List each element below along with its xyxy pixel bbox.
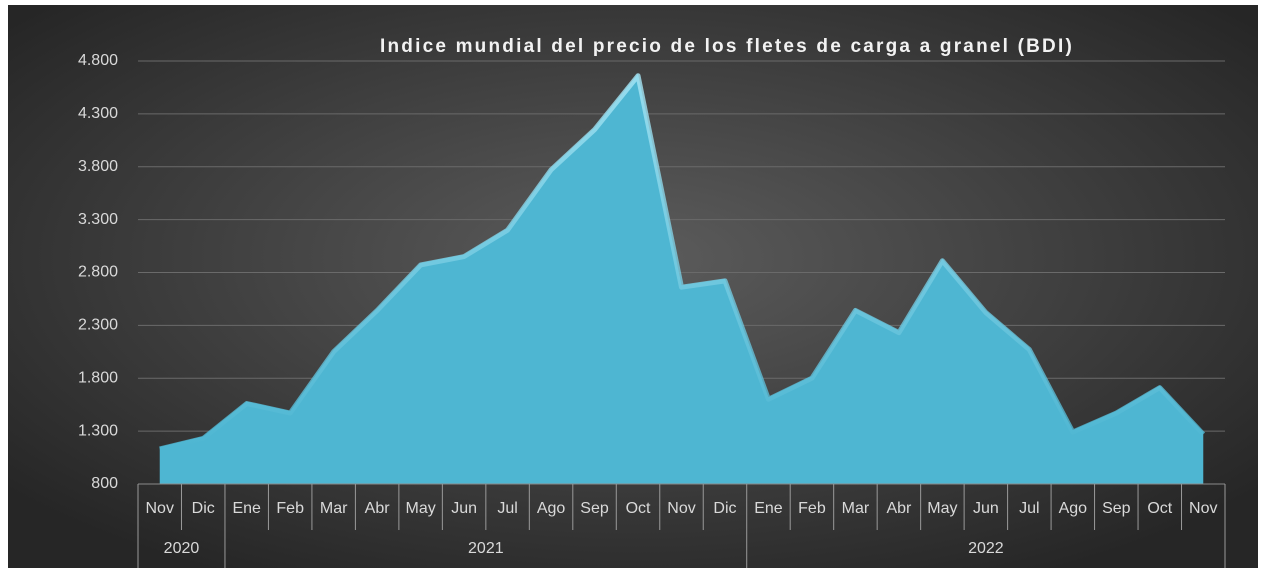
x-tick-label: Feb (798, 500, 826, 517)
x-tick-label: Ene (232, 500, 261, 517)
y-tick-label: 2.300 (78, 317, 118, 334)
y-tick-label: 1.300 (78, 422, 118, 439)
x-tick-label: Ago (1059, 500, 1088, 517)
y-tick-label: 1.800 (78, 369, 118, 386)
group-label: 2021 (468, 540, 504, 557)
x-tick-label: May (406, 500, 436, 517)
x-tick-label: Oct (1147, 500, 1172, 517)
x-tick-label: Nov (667, 500, 695, 517)
chart-title: Indice mundial del precio de los fletes … (380, 36, 1074, 57)
x-tick-label: Jun (973, 500, 999, 517)
y-tick-label: 3.300 (78, 211, 118, 228)
y-tick-label: 4.300 (78, 105, 118, 122)
area (159, 73, 1204, 484)
x-tick-label: Mar (842, 500, 870, 517)
y-tick-label: 3.800 (78, 158, 118, 175)
x-tick-label: Jul (497, 500, 517, 517)
y-tick-label: 2.800 (78, 264, 118, 281)
x-tick-label: Jul (1019, 500, 1039, 517)
x-tick-label: May (927, 500, 957, 517)
group-label: 2020 (164, 540, 200, 557)
y-tick-label: 4.800 (78, 52, 118, 69)
x-tick-label: Sep (1102, 500, 1131, 517)
x-tick-label: Ene (754, 500, 783, 517)
x-tick-label: Ago (537, 500, 566, 517)
x-tick-label: Abr (886, 500, 912, 517)
x-tick-label: Sep (580, 500, 609, 517)
group-label: 2022 (968, 540, 1004, 557)
x-tick-label: Mar (320, 500, 348, 517)
y-tick-label: 800 (91, 475, 118, 492)
x-tick-label: Dic (713, 500, 736, 517)
x-tick-label: Dic (192, 500, 215, 517)
x-tick-label: Nov (1189, 500, 1217, 517)
x-tick-label: Feb (276, 500, 304, 517)
x-tick-label: Jun (451, 500, 477, 517)
x-tick-label: Abr (365, 500, 391, 517)
x-tick-label: Oct (626, 500, 651, 517)
area-edge (159, 73, 1206, 452)
x-tick-label: Nov (146, 500, 174, 517)
